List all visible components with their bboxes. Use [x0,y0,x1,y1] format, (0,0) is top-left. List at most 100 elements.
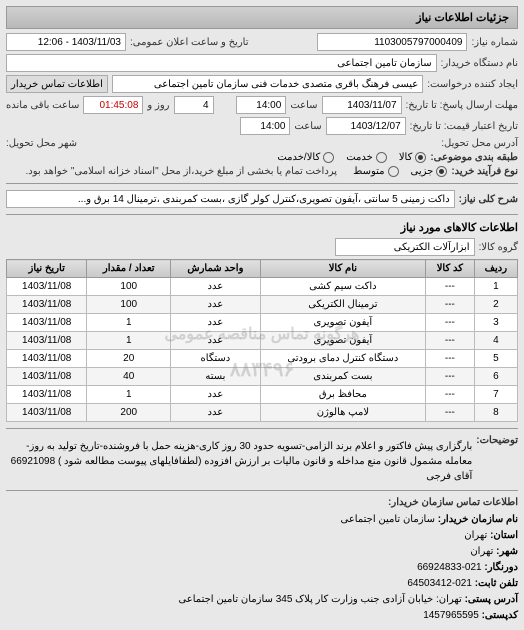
table-cell: 4 [474,332,517,350]
time-label-1: ساعت [290,100,317,111]
deadline-send-label: مهلت ارسال پاسخ: تا تاریخ: [406,100,518,111]
table-cell: --- [426,386,475,404]
table-cell: --- [426,332,475,350]
table-cell: عدد [171,296,261,314]
table-header: کد کالا [426,260,475,278]
table-row: 2---ترمینال الکتریکیعدد1001403/11/08 [7,296,518,314]
table-row: 8---لامپ هالوژنعدد2001403/11/08 [7,404,518,422]
buyer-org-field: سازمان تامین اجتماعی [6,54,437,72]
validity-time-field: 14:00 [240,117,290,135]
table-cell: دستگاه کنترل دمای برودتی [260,350,425,368]
table-cell: 1 [87,386,171,404]
delivery-addr-label: آدرس محل تحویل: [441,138,518,149]
table-cell: --- [426,404,475,422]
table-cell: 6 [474,368,517,386]
days-label: روز و [147,100,169,111]
radio-mixed[interactable]: کالا/خدمت [277,152,334,163]
contact-postal-label: آدرس پستی: [465,594,518,605]
table-cell: 1403/11/08 [7,368,87,386]
table-cell: 20 [87,350,171,368]
table-cell: 8 [474,404,517,422]
table-row: 1---داکت سیم کشیعدد1001403/11/08 [7,278,518,296]
table-row: 4---آیفون تصویریعدد11403/11/08 [7,332,518,350]
table-row: 5---دستگاه کنترل دمای برودتیدستگاه201403… [7,350,518,368]
req-no-label: شماره نیاز: [471,37,518,48]
contact-province: تهران [464,530,487,541]
notes-text: بارگزاری پیش فاکتور و اعلام برند الزامی-… [6,439,472,484]
table-cell: 7 [474,386,517,404]
goods-table: ردیفکد کالانام کالاواحد شمارشتعداد / مقد… [6,259,518,422]
table-cell: 2 [474,296,517,314]
table-cell: عدد [171,278,261,296]
contact-fax: 021-64503412 [407,578,472,589]
section-header-details: جزئیات اطلاعات نیاز [6,6,518,29]
table-cell: 1 [474,278,517,296]
buyer-org-label: نام دستگاه خریدار: [441,58,518,69]
remain-label: ساعت باقی مانده [6,100,79,111]
table-header: تاریخ نیاز [7,260,87,278]
table-cell: 1 [87,314,171,332]
table-cell: محافظ برق [260,386,425,404]
table-cell: بسته [171,368,261,386]
process-note: پرداخت تمام یا بخشی از مبلغ خرید،از محل … [25,166,337,177]
notes-label: توضیحات: [476,435,518,446]
table-cell: --- [426,296,475,314]
table-cell: دستگاه [171,350,261,368]
delivery-city-label: شهر محل تحویل: [6,138,77,149]
contact-org: سازمان تامین اجتماعی [340,514,434,525]
contact-phone: 021-66924833 [417,562,482,573]
radio-goods[interactable]: کالا [399,152,427,163]
table-cell: 1403/11/08 [7,314,87,332]
time-remain-field: 01:45:08 [83,96,143,114]
contact-org-label: نام سازمان خریدار: [438,514,518,525]
table-row: 3---آیفون تصویریعدد11403/11/08 [7,314,518,332]
table-cell: --- [426,278,475,296]
req-no-field: 1103005797000409 [317,33,467,51]
table-cell: 40 [87,368,171,386]
table-cell: ترمینال الکتریکی [260,296,425,314]
table-row: 6---بست کمربندیبسته401403/11/08 [7,368,518,386]
requester-field: عیسی فرهنگ باقری متصدی خدمات فنی سازمان … [112,75,423,93]
goods-group-label: گروه کالا: [479,242,518,253]
table-cell: 1403/11/08 [7,386,87,404]
process-radio-group: جزیی متوسط [353,166,447,177]
table-cell: --- [426,350,475,368]
buyer-contact-button[interactable]: اطلاعات تماس خریدار [6,75,108,93]
desc-label: شرح کلی نیاز: [459,194,518,205]
table-cell: 100 [87,278,171,296]
contact-city-label: شهر: [496,546,518,557]
table-row: 7---محافظ برقعدد11403/11/08 [7,386,518,404]
contact-fax-label: تلفن ثابت: [475,578,518,589]
table-cell: 3 [474,314,517,332]
table-cell: آیفون تصویری [260,332,425,350]
radio-med[interactable]: متوسط [353,166,398,177]
budget-label: طبقه بندی موضوعی: [430,152,518,163]
contact-postal: تهران: خیابان آزادی جنب وزارت کار پلاک 3… [178,594,461,605]
table-cell: عدد [171,314,261,332]
table-header: ردیف [474,260,517,278]
contact-zip-label: کدپستی: [482,610,518,621]
goods-group-field: ابزارآلات الکتریکی [335,238,475,256]
radio-service[interactable]: خدمت [346,152,387,163]
days-remain-field: 4 [174,96,214,114]
table-cell: 1403/11/08 [7,404,87,422]
deadline-date-field: 1403/11/07 [322,96,402,114]
table-header: نام کالا [260,260,425,278]
requester-label: ایجاد کننده درخواست: [427,79,518,90]
validity-date-field: 1403/12/07 [326,117,406,135]
budget-radio-group: کالا خدمت کالا/خدمت [277,152,426,163]
table-cell: عدد [171,404,261,422]
table-header: تعداد / مقدار [87,260,171,278]
process-label: نوع فرآیند خرید: [451,166,518,177]
contact-zip: 1457965595 [423,610,479,621]
goods-section-title: اطلاعات کالاهای مورد نیاز [6,221,518,234]
radio-low[interactable]: جزیی [411,166,448,177]
table-cell: عدد [171,386,261,404]
table-header: واحد شمارش [171,260,261,278]
table-cell: 1403/11/08 [7,332,87,350]
table-cell: 5 [474,350,517,368]
contact-province-label: استان: [490,530,518,541]
table-cell: آیفون تصویری [260,314,425,332]
table-cell: 1 [87,332,171,350]
contact-phone-label: دورنگار: [484,562,518,573]
